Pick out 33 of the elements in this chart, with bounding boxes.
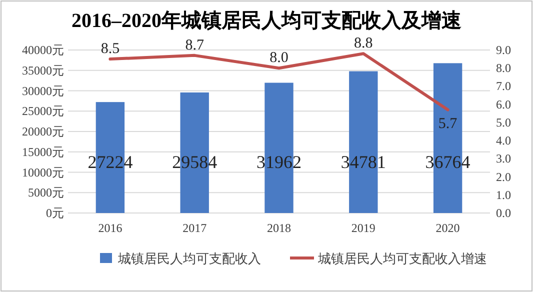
chart-title: 2016–2020年城镇居民人均可支配收入及增速 bbox=[72, 9, 462, 32]
y-tick-label: 40000元 bbox=[22, 43, 64, 57]
y2-tick-label: 2.0 bbox=[496, 170, 511, 184]
x-tick-label: 2017 bbox=[182, 221, 207, 235]
y-tick-label: 35000元 bbox=[22, 63, 64, 78]
y2-tick-label: 7.0 bbox=[496, 79, 511, 94]
y2-tick-label: 5.0 bbox=[496, 115, 511, 130]
y2-tick-label: 9.0 bbox=[496, 43, 511, 57]
x-tick-label: 2018 bbox=[267, 221, 291, 235]
y-tick-label: 25000元 bbox=[22, 104, 64, 118]
y-tick-label: 15000元 bbox=[22, 144, 64, 159]
x-tick-label: 2020 bbox=[436, 221, 460, 235]
y2-tick-label: 4.0 bbox=[496, 134, 511, 148]
y-tick-label: 5000元 bbox=[28, 186, 64, 200]
line-series bbox=[108, 52, 450, 112]
data-label: 8.7 bbox=[185, 37, 204, 54]
data-label: 8.5 bbox=[100, 41, 120, 58]
y2-tick-label: 3.0 bbox=[496, 152, 511, 166]
data-label: 8.0 bbox=[270, 50, 288, 66]
y-tick-label: 30000元 bbox=[22, 84, 64, 98]
y-tick-label: 0元 bbox=[46, 206, 64, 220]
data-label: 5.7 bbox=[438, 116, 458, 132]
y-tick-label: 20000元 bbox=[22, 124, 64, 138]
legend-label: 城镇居民人均可支配收入 bbox=[117, 252, 261, 267]
y-tick-label: 10000元 bbox=[22, 165, 64, 180]
legend-label: 城镇居民人均可支配收入增速 bbox=[317, 252, 487, 267]
y2-tick-label: 8.0 bbox=[496, 61, 511, 76]
x-tick-label: 2019 bbox=[351, 221, 376, 235]
x-tick-label: 2016 bbox=[98, 221, 122, 235]
data-label: 8.8 bbox=[354, 36, 373, 52]
y2-tick-label: 6.0 bbox=[496, 97, 511, 112]
y2-tick-label: 0.0 bbox=[496, 206, 511, 220]
y2-tick-label: 1.0 bbox=[496, 188, 511, 202]
